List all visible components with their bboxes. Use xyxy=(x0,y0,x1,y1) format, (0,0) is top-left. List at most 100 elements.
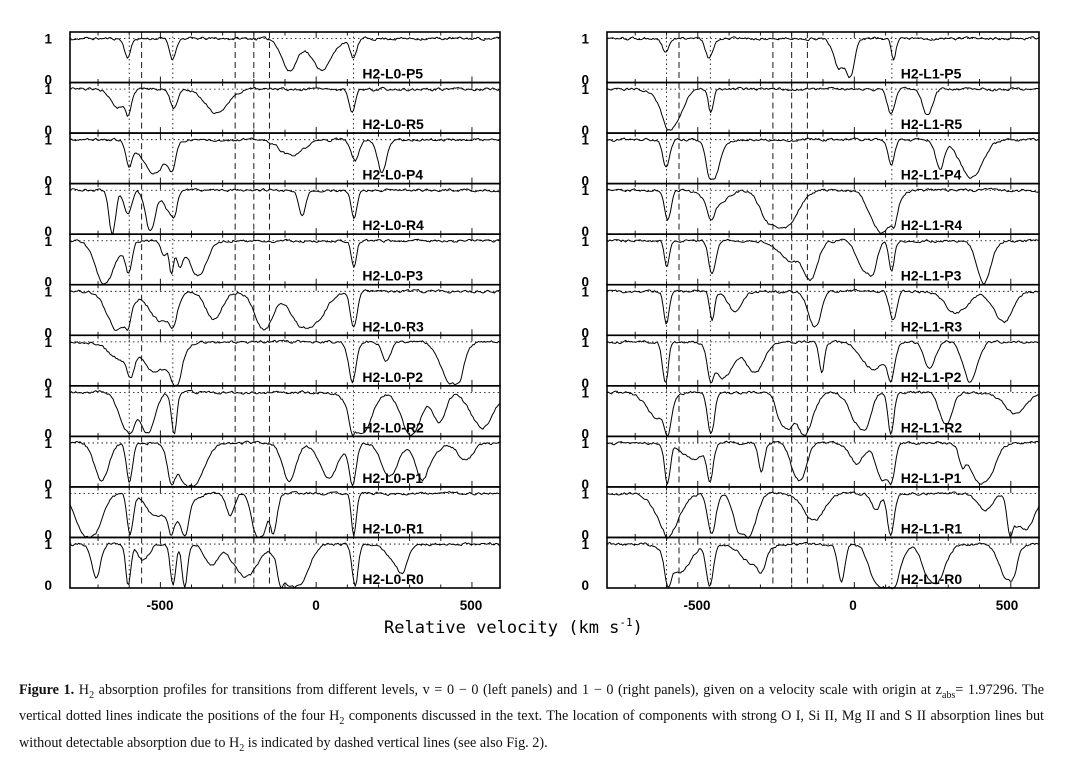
transition-label: H2-L1-P1 xyxy=(901,470,962,486)
y-tick-label-zero: 0 xyxy=(581,477,589,492)
y-tick-label-one: 1 xyxy=(581,32,589,47)
flux-spectrum xyxy=(606,491,1040,539)
y-tick-label-one: 1 xyxy=(581,284,589,299)
y-tick-label-one: 1 xyxy=(581,234,589,249)
y-tick-label-zero: 0 xyxy=(44,224,52,239)
transition-label: H2-L0-R4 xyxy=(362,217,424,233)
flux-spectrum xyxy=(69,339,501,387)
spectrum-panel: H2-L0-R4 1 0 xyxy=(44,182,501,239)
panel-frame xyxy=(69,536,501,589)
x-tick-label-right-500: 500 xyxy=(996,598,1019,613)
flux-spectrum xyxy=(606,137,1040,181)
flux-spectrum xyxy=(606,36,1040,79)
caption-text-5: is indicated by dashed vertical lines (s… xyxy=(244,734,548,751)
y-tick-label-zero: 0 xyxy=(581,325,589,340)
x-axis-label: Relative velocity (km s-1) xyxy=(384,616,643,638)
x-tick-label-left-0: 0 xyxy=(312,598,320,613)
transition-label: H2-L0-P5 xyxy=(362,66,423,82)
flux-spectrum xyxy=(606,86,1039,131)
spectrum-panel: H2-L1-R3 1 0 xyxy=(581,283,1040,340)
flux-spectrum xyxy=(69,36,501,72)
panel-frame xyxy=(69,435,501,488)
y-tick-label-one: 1 xyxy=(44,436,52,451)
flux-spectrum xyxy=(606,238,1040,285)
transition-label: H2-L0-R2 xyxy=(362,419,424,435)
caption-sub-1: 2 xyxy=(89,689,95,701)
left-column-panels: H2-L0-P510H2-L0-R510H2-L0-P410H2-L0-R410… xyxy=(44,31,501,593)
y-tick-label-zero: 0 xyxy=(44,578,52,593)
panel-frame xyxy=(606,81,1040,134)
y-tick-label-one: 1 xyxy=(44,82,52,97)
y-tick-label-one: 1 xyxy=(44,133,52,148)
panel-frame xyxy=(606,233,1040,286)
spectrum-panel: H2-L0-R3 1 0 xyxy=(44,283,501,340)
y-tick-label-zero: 0 xyxy=(581,527,589,542)
spectrum-panel: H2-L1-R0 1 0 xyxy=(581,536,1040,593)
flux-spectrum xyxy=(606,541,1040,590)
figure-caption: Figure 1. H2 absorption profiles for tra… xyxy=(19,680,1044,759)
flux-spectrum xyxy=(69,389,501,436)
y-tick-label-zero: 0 xyxy=(581,73,589,88)
spectrum-panel: H2-L0-P3 1 0 xyxy=(44,233,501,290)
spectrum-panel: H2-L0-P5 1 0 xyxy=(44,31,501,88)
y-tick-label-one: 1 xyxy=(581,82,589,97)
y-tick-label-one: 1 xyxy=(581,487,589,502)
transition-label: H2-L0-R0 xyxy=(362,571,424,587)
x-tick-label-right-0: 0 xyxy=(849,598,857,613)
transition-label: H2-L1-P2 xyxy=(901,369,962,385)
x-tick-label-left-neg500: -500 xyxy=(146,598,173,613)
transition-label: H2-L1-R3 xyxy=(901,318,963,334)
x-axis-label-close: ) xyxy=(633,618,643,638)
panel-frame xyxy=(69,233,501,286)
y-tick-label-zero: 0 xyxy=(44,275,52,290)
spectrum-panel: H2-L0-R2 1 0 xyxy=(44,385,501,441)
y-tick-label-zero: 0 xyxy=(44,325,52,340)
spectrum-panel: H2-L0-P2 1 0 xyxy=(44,334,501,391)
flux-spectrum xyxy=(606,440,1040,486)
x-tick-label-right-neg500: -500 xyxy=(683,598,710,613)
transition-label: H2-L1-R5 xyxy=(901,116,963,132)
right-column-panels: H2-L1-P510H2-L1-R510H2-L1-P410H2-L1-R410… xyxy=(581,31,1040,593)
flux-spectrum xyxy=(69,440,501,488)
y-tick-label-zero: 0 xyxy=(44,477,52,492)
y-tick-label-zero: 0 xyxy=(581,426,589,441)
y-tick-label-zero: 0 xyxy=(44,174,52,189)
caption-text-1: H xyxy=(74,682,90,698)
spectrum-panel: H2-L1-P4 1 0 xyxy=(581,132,1040,189)
spectrum-panel: H2-L1-R5 1 0 xyxy=(581,81,1040,138)
transition-label: H2-L1-R4 xyxy=(901,217,963,233)
x-axis-label-exponent: -1 xyxy=(619,616,632,629)
y-tick-label-zero: 0 xyxy=(581,275,589,290)
spectrum-panel: H2-L1-R1 1 0 xyxy=(581,486,1040,542)
y-tick-label-zero: 0 xyxy=(44,73,52,88)
y-tick-label-zero: 0 xyxy=(44,123,52,138)
panel-frame xyxy=(606,385,1040,438)
x-axis-label-text: Relative velocity (km s xyxy=(384,618,619,638)
panel-frame xyxy=(69,283,501,337)
flux-spectrum xyxy=(69,86,501,117)
spectrum-panel: H2-L1-P3 1 0 xyxy=(581,233,1040,290)
spectrum-panel: H2-L1-P2 1 0 xyxy=(581,334,1040,391)
panel-frame xyxy=(606,435,1040,488)
y-tick-label-one: 1 xyxy=(44,183,52,198)
transition-label: H2-L1-R1 xyxy=(901,520,963,536)
y-tick-label-one: 1 xyxy=(44,32,52,47)
caption-text-4: components discussed in the text. The lo… xyxy=(19,708,1044,751)
y-tick-label-one: 1 xyxy=(44,537,52,552)
flux-spectrum xyxy=(606,390,1040,437)
caption-label: Figure 1. xyxy=(19,682,75,698)
spectrum-panel: H2-L1-P1 1 0 xyxy=(581,435,1040,492)
panel-frame xyxy=(69,182,501,235)
y-tick-label-zero: 0 xyxy=(44,426,52,441)
transition-label: H2-L0-R1 xyxy=(362,520,424,536)
transition-label: H2-L1-P4 xyxy=(901,167,962,183)
caption-sub-2: abs xyxy=(941,689,956,701)
figure-plot: H2-L0-P510H2-L0-R510H2-L0-P410H2-L0-R410… xyxy=(44,31,1040,638)
spectrum-panel: H2-L1-R4 1 0 xyxy=(581,182,1040,239)
caption-text-2: absorption profiles for transitions from… xyxy=(94,682,942,698)
flux-spectrum xyxy=(606,289,1040,328)
transition-label: H2-L0-R5 xyxy=(362,116,424,132)
y-tick-label-one: 1 xyxy=(44,487,52,502)
y-tick-label-zero: 0 xyxy=(44,527,52,542)
y-tick-label-one: 1 xyxy=(44,385,52,400)
